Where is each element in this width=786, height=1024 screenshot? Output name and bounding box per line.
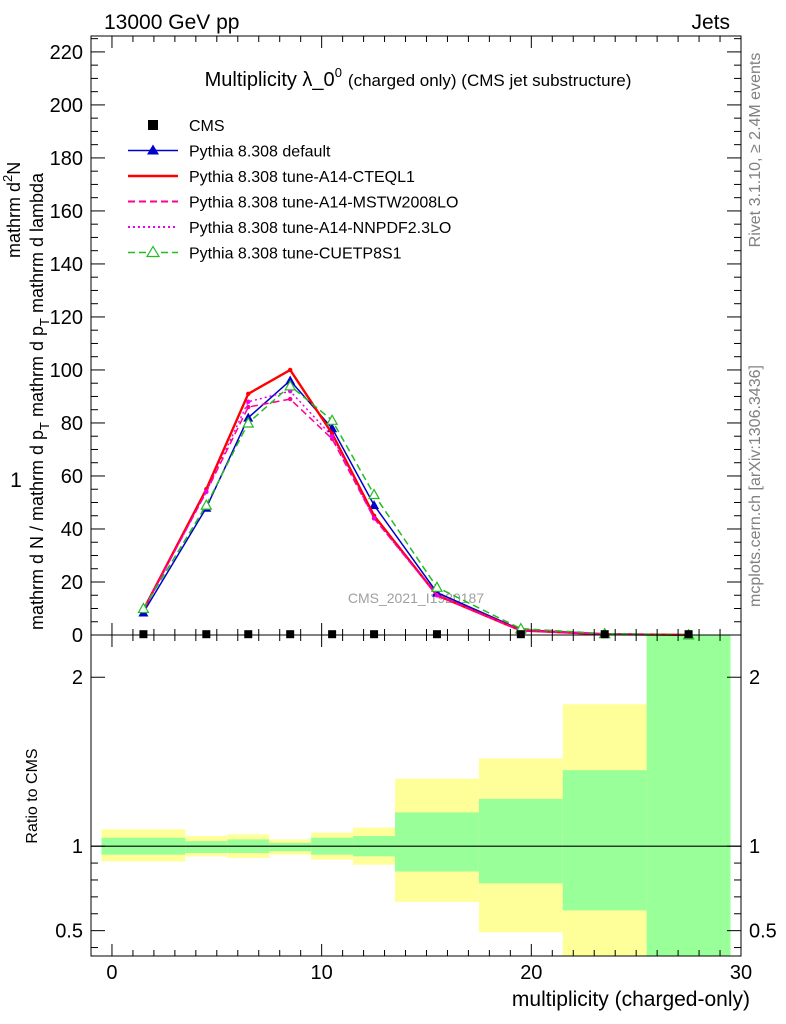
series-point-cuetp8s1 xyxy=(326,414,339,425)
ratio-frame xyxy=(90,634,742,957)
legend-marker-cuetp8s1 xyxy=(145,245,161,258)
watermark: CMS_2021_I1920187 xyxy=(348,590,484,606)
series-point-default xyxy=(431,587,442,597)
series-point-nnpdf xyxy=(434,593,440,598)
series-line-mstw xyxy=(142,398,689,636)
xlabel: multiplicity (charged-only) xyxy=(512,988,750,1011)
x-tick-label: 20 xyxy=(520,962,542,984)
legend-marker-cms xyxy=(148,120,158,130)
header-right: Jets xyxy=(691,11,730,34)
cms-point xyxy=(328,630,337,639)
series-point-nnpdf xyxy=(329,434,335,439)
y-tick-label: 160 xyxy=(50,201,83,223)
series-line-cuetp8s1 xyxy=(142,384,689,636)
series-point-cuetp8s1 xyxy=(200,498,213,510)
title-tail: (charged only) (CMS jet substructure) xyxy=(348,71,631,90)
legend-label-nnpdf: Pythia 8.308 tune-A14-NNPDF2.3LO xyxy=(189,220,451,237)
series-point-cuetp8s1 xyxy=(430,581,443,592)
cms-point xyxy=(202,630,211,639)
x-tick-label: 0 xyxy=(106,962,117,984)
ratio-bands xyxy=(91,635,741,956)
cms-point xyxy=(370,630,379,639)
legend-label-mstw: Pythia 8.308 tune-A14-MSTW2008LO xyxy=(189,195,458,212)
mcplots-label: mcplots.cern.ch [arXiv:1306.3436] xyxy=(747,365,764,607)
series-point-mstw xyxy=(246,404,251,410)
series-point-cuetp8s1 xyxy=(368,488,381,500)
legend-label-default: Pythia 8.308 default xyxy=(189,144,331,161)
ylabel-number: 1 xyxy=(10,469,22,492)
legend-label-cuetp8s1: Pythia 8.308 tune-CUETP8S1 xyxy=(189,246,402,263)
series-point-nnpdf xyxy=(204,489,209,495)
y-tick-label: 80 xyxy=(61,413,83,435)
series-point-default xyxy=(369,500,380,510)
ylabel-denominator: mathrm d N / mathrm d pT mathrm d pT mat… xyxy=(27,172,52,630)
series-point-cuetp8s1 xyxy=(242,416,255,428)
y-tick-label: 120 xyxy=(50,307,83,329)
y-tick-label: 200 xyxy=(50,95,83,117)
y-tick-label: 40 xyxy=(61,519,83,541)
ratio-band-green-8 xyxy=(562,770,647,911)
rivet-label: Rivet 3.1.10, ≥ 2.4M events xyxy=(747,53,764,248)
y-tick-label: 140 xyxy=(50,254,83,276)
legend-marker-default xyxy=(147,144,159,155)
ratio-ylabel: Ratio to CMS xyxy=(24,748,41,843)
cms-point xyxy=(432,630,441,639)
axes: 0 10 20 300204060801001201401601802002200.5… xyxy=(50,35,777,984)
cms-point xyxy=(286,630,295,639)
ratio-band-green-3 xyxy=(269,842,312,852)
ratio-band-green-6 xyxy=(395,812,479,872)
header-left: 13000 GeV pp xyxy=(104,11,239,34)
series-point-cuetp8s1 xyxy=(137,602,150,614)
ratio-band-green-9 xyxy=(646,635,731,956)
legend-label-cms: CMS xyxy=(189,118,225,135)
chart-title: Multiplicity λ_00 (charged only) (CMS jet… xyxy=(205,65,632,91)
series-point-cuetp8s1 xyxy=(284,379,297,391)
series-point-mstw xyxy=(287,396,293,402)
cms-point xyxy=(600,630,609,639)
y-tick-label: 100 xyxy=(50,360,83,382)
x-tick-label: 10 xyxy=(311,962,333,984)
series-point-cteql1 xyxy=(287,367,293,373)
cms-point xyxy=(684,630,693,639)
y-tick-label: 0 xyxy=(72,625,83,647)
title-sup: 0 xyxy=(335,65,342,80)
legend: CMS Pythia 8.308 default Pythia 8.308 tune… xyxy=(128,118,458,263)
ratio-tick-label: 0.5 xyxy=(55,921,83,943)
ratio-band-green-7 xyxy=(478,798,563,884)
ratio-tick-label: 2 xyxy=(72,667,83,689)
ratio-tick-label-right: 0.5 xyxy=(749,921,777,943)
series-point-nnpdf xyxy=(371,516,377,521)
cms-point xyxy=(139,630,148,639)
cms-points xyxy=(139,630,693,639)
legend-label-cteql1: Pythia 8.308 tune-A14-CTEQL1 xyxy=(189,169,415,186)
title-main: Multiplicity λ_0 xyxy=(205,69,335,91)
y-tick-label: 20 xyxy=(61,572,83,594)
main-series xyxy=(137,367,695,640)
ratio-tick-label-right: 2 xyxy=(749,667,760,689)
y-tick-label: 180 xyxy=(50,148,83,170)
series-point-nnpdf xyxy=(246,399,251,404)
ratio-tick-label: 1 xyxy=(72,836,83,858)
series-point-cteql1 xyxy=(246,391,251,397)
ratio-band-green-1 xyxy=(185,841,228,853)
ylabel-numerator: mathrm d2N xyxy=(0,162,24,258)
cms-point xyxy=(516,630,525,639)
ratio-tick-label-right: 1 xyxy=(749,836,760,858)
cms-point xyxy=(244,630,253,639)
x-tick-label: 30 xyxy=(730,962,752,984)
y-tick-label: 220 xyxy=(50,42,83,64)
y-tick-label: 60 xyxy=(61,466,83,488)
